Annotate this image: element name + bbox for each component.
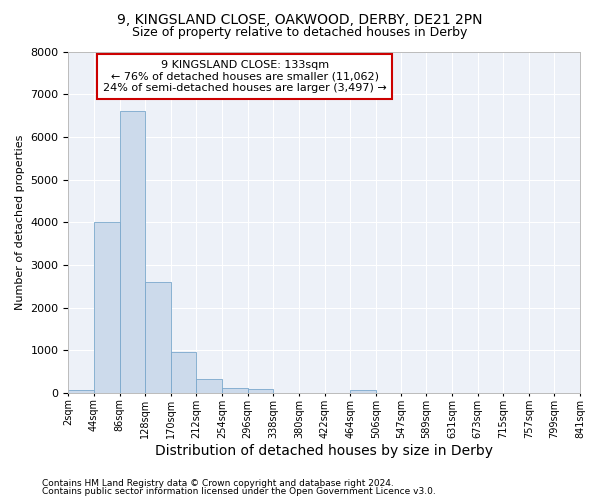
Bar bbox=[350, 390, 376, 393]
X-axis label: Distribution of detached houses by size in Derby: Distribution of detached houses by size … bbox=[155, 444, 493, 458]
Text: 9, KINGSLAND CLOSE, OAKWOOD, DERBY, DE21 2PN: 9, KINGSLAND CLOSE, OAKWOOD, DERBY, DE21… bbox=[117, 12, 483, 26]
Text: Size of property relative to detached houses in Derby: Size of property relative to detached ho… bbox=[133, 26, 467, 39]
Text: 9 KINGSLAND CLOSE: 133sqm
← 76% of detached houses are smaller (11,062)
24% of s: 9 KINGSLAND CLOSE: 133sqm ← 76% of detac… bbox=[103, 60, 387, 93]
Bar bbox=[94, 222, 119, 393]
Bar bbox=[171, 352, 196, 393]
Bar bbox=[248, 390, 273, 393]
Y-axis label: Number of detached properties: Number of detached properties bbox=[15, 134, 25, 310]
Bar bbox=[119, 111, 145, 393]
Text: Contains public sector information licensed under the Open Government Licence v3: Contains public sector information licen… bbox=[42, 487, 436, 496]
Bar bbox=[145, 282, 171, 393]
Text: Contains HM Land Registry data © Crown copyright and database right 2024.: Contains HM Land Registry data © Crown c… bbox=[42, 478, 394, 488]
Bar bbox=[222, 388, 248, 393]
Bar bbox=[68, 390, 94, 393]
Bar bbox=[196, 379, 222, 393]
